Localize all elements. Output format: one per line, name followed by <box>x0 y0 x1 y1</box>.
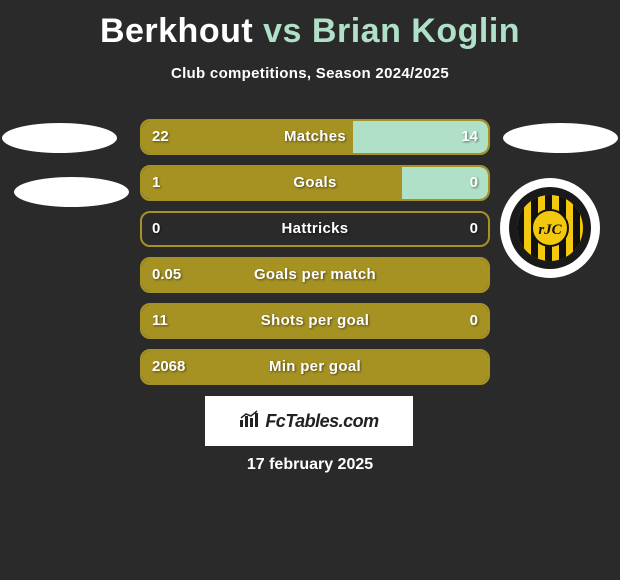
stat-bar-label: Hattricks <box>142 213 488 245</box>
date: 17 february 2025 <box>0 456 620 474</box>
svg-text:rJC: rJC <box>538 222 562 238</box>
stat-bar-label: Goals <box>142 167 488 199</box>
stat-value-right: 0 <box>470 167 478 199</box>
brand-chart-icon <box>239 410 261 433</box>
club-badge: rJC <box>500 178 600 278</box>
stat-bar-label: Min per goal <box>142 351 488 383</box>
decorative-ellipse <box>503 123 618 153</box>
brand-text: FcTables.com <box>265 411 378 432</box>
comparison-title: Berkhout vs Brian Koglin <box>0 0 620 51</box>
stat-value-left: 0 <box>152 213 160 245</box>
stat-value-left: 0.05 <box>152 259 181 291</box>
vs-text: vs <box>263 12 302 50</box>
stat-bar-row: Min per goal2068 <box>140 349 490 385</box>
stat-bar-label: Matches <box>142 121 488 153</box>
brand-box: FcTables.com <box>205 396 413 446</box>
stat-value-right: 0 <box>470 305 478 337</box>
stat-bar-row: Shots per goal11 0 <box>140 303 490 339</box>
player2-name: Brian Koglin <box>312 12 520 50</box>
decorative-ellipse <box>2 123 117 153</box>
stat-value-left: 11 <box>152 305 168 337</box>
stat-value-left: 22 <box>152 121 169 153</box>
stat-value-left: 2068 <box>152 351 185 383</box>
stat-bar-row: Hattricks0 0 <box>140 211 490 247</box>
stat-value-right: 0 <box>470 213 478 245</box>
stat-value-left: 1 <box>152 167 160 199</box>
stat-value-right: 14 <box>461 121 478 153</box>
stat-bars: Matches2214Goals10Hattricks00Goals per m… <box>140 119 490 395</box>
stat-bar-row: Matches22 14 <box>140 119 490 155</box>
stat-bar-label: Shots per goal <box>142 305 488 337</box>
player1-name: Berkhout <box>100 12 253 50</box>
stat-bar-row: Goals1 0 <box>140 165 490 201</box>
stat-bar-row: Goals per match0.05 <box>140 257 490 293</box>
stat-bar-label: Goals per match <box>142 259 488 291</box>
decorative-ellipse <box>14 177 129 207</box>
subtitle: Club competitions, Season 2024/2025 <box>0 65 620 82</box>
